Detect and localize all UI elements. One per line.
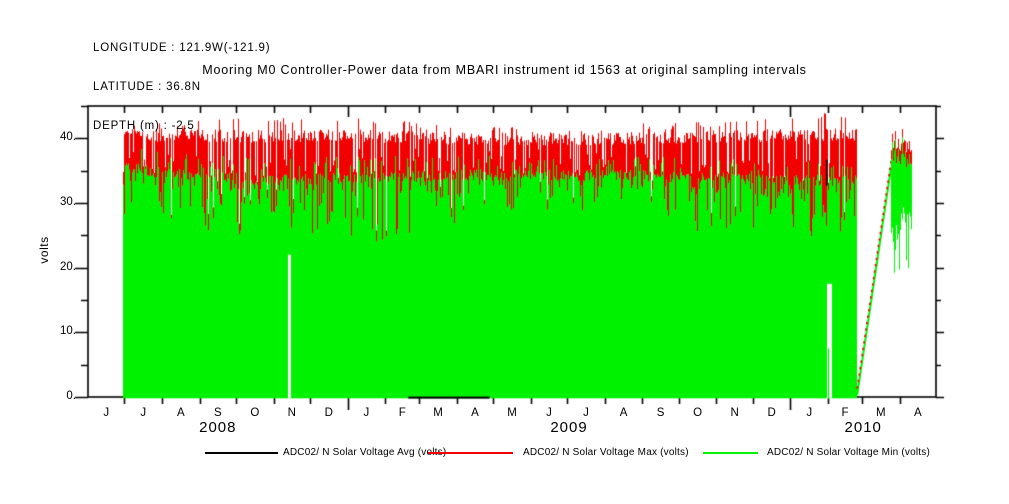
chart-title: Mooring M0 Controller-Power data from MB…: [202, 63, 807, 77]
x-month-label: J: [806, 407, 813, 419]
y-axis-label: volts: [37, 236, 51, 264]
x-month-label: A: [619, 407, 628, 419]
y-tick-label: 0.: [66, 390, 76, 402]
y-tick-label: 40.: [60, 131, 76, 144]
x-month-label: F: [398, 407, 406, 419]
legend-swatch-min: [703, 452, 758, 454]
legend-swatch-avg: [205, 452, 278, 454]
y-tick-label: 30.: [60, 196, 76, 208]
x-month-label: J: [363, 407, 370, 419]
x-year-label: 2008: [199, 419, 237, 436]
x-month-label: M: [433, 407, 443, 419]
x-month-label: J: [583, 407, 589, 419]
x-month-label: D: [767, 407, 776, 419]
legend-label-min: ADC02/ N Solar Voltage Min (volts): [767, 447, 930, 458]
x-month-label: N: [730, 407, 739, 419]
longitude-label: LONGITUDE : 121.9W(-121.9): [93, 42, 271, 54]
x-month-label: J: [546, 407, 552, 419]
legend-label-max: ADC02/ N Solar Voltage Max (volts): [523, 447, 689, 458]
x-month-label: S: [656, 407, 665, 419]
x-month-label: O: [250, 407, 260, 419]
x-month-label: A: [913, 407, 922, 419]
x-month-label: N: [287, 407, 296, 419]
x-month-label: A: [471, 407, 479, 419]
legend-label-avg: ADC02/ N Solar Voltage Avg (volts): [283, 447, 447, 458]
x-month-label: J: [140, 407, 147, 419]
x-month-label: F: [841, 407, 849, 419]
x-month-label: J: [103, 407, 110, 419]
x-month-label: D: [324, 407, 333, 419]
x-month-label: M: [876, 407, 886, 419]
x-month-label: S: [213, 407, 222, 419]
x-month-label: O: [693, 407, 703, 419]
x-month-label: A: [176, 407, 185, 419]
latitude-label: LATITUDE : 36.8N: [93, 81, 201, 93]
location-info: LONGITUDE : 121.9W(-121.9) LATITUDE : 36…: [93, 16, 270, 159]
x-month-label: M: [507, 407, 517, 419]
y-tick-label: 20.: [60, 260, 76, 273]
depth-label: DEPTH (m) : -2.5: [93, 120, 195, 132]
legend-swatch-max: [428, 452, 513, 454]
x-year-label: 2010: [844, 419, 882, 436]
x-year-label: 2009: [550, 419, 588, 436]
y-tick-label: 10.: [60, 325, 76, 338]
